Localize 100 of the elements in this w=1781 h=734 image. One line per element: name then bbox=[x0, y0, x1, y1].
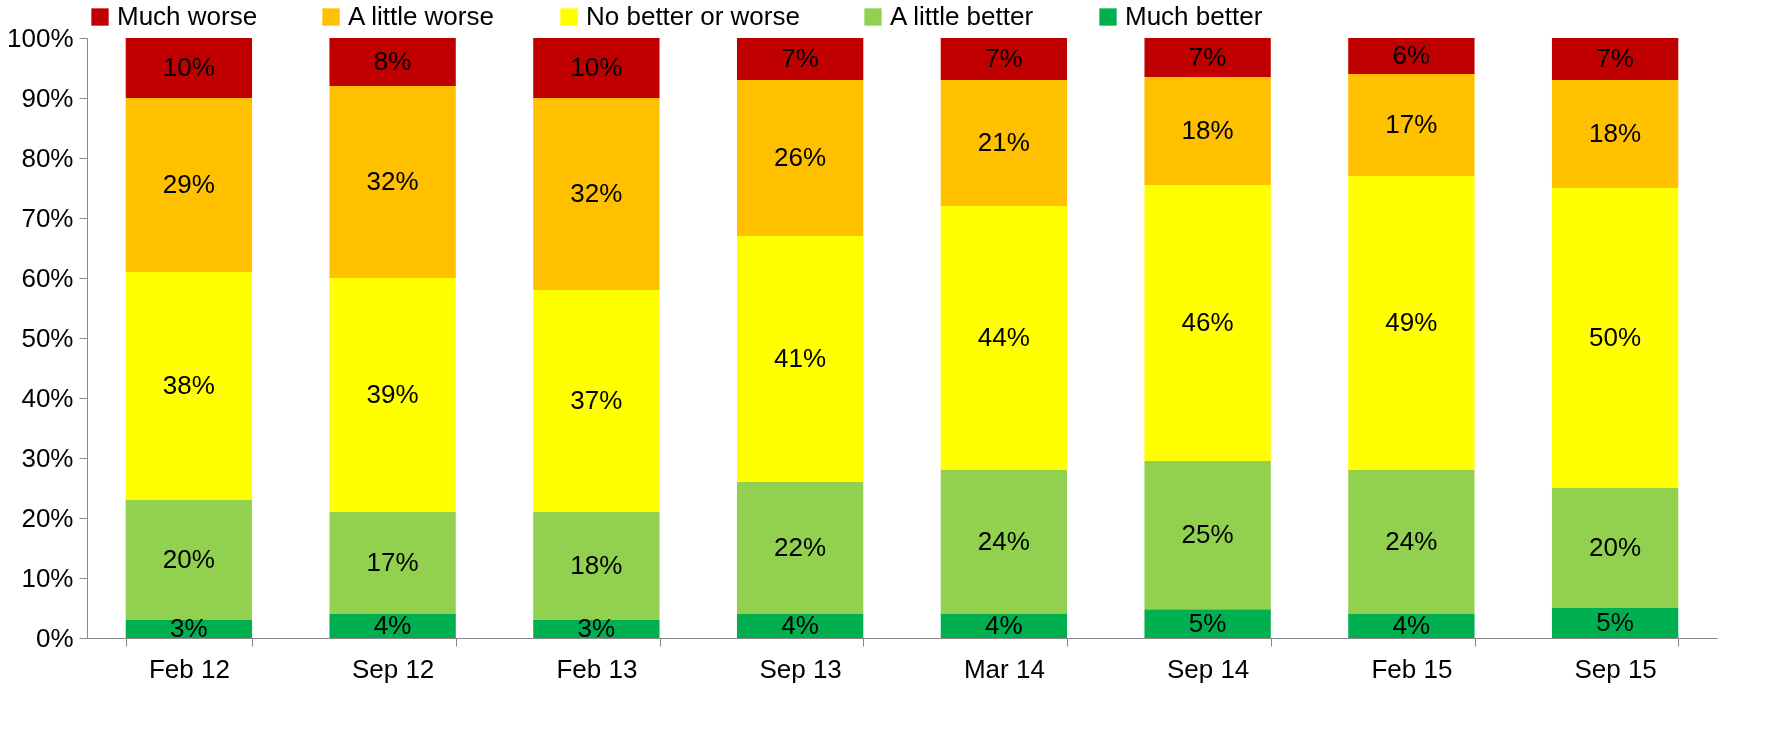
bar bbox=[329, 38, 456, 86]
bar bbox=[1551, 188, 1679, 488]
bar bbox=[329, 86, 456, 278]
data-label: 3% bbox=[170, 613, 208, 643]
y-tick-label: 50% bbox=[21, 322, 74, 353]
x-tick-label: Sep 14 bbox=[1166, 653, 1250, 684]
bar bbox=[329, 614, 456, 638]
y-tick-label: 60% bbox=[21, 262, 74, 293]
bar bbox=[736, 482, 864, 614]
y-tick-label: 80% bbox=[21, 142, 74, 173]
data-label: 6% bbox=[1392, 40, 1431, 70]
data-label: 4% bbox=[373, 610, 412, 640]
bar bbox=[940, 470, 1068, 614]
data-label: 7% bbox=[1596, 43, 1634, 73]
data-label: 10% bbox=[162, 52, 215, 82]
bar bbox=[533, 512, 660, 620]
data-label: 18% bbox=[1181, 115, 1234, 145]
legend-label: Much worse bbox=[117, 1, 258, 31]
bar bbox=[940, 38, 1068, 80]
data-label: 8% bbox=[373, 46, 412, 76]
data-label: 7% bbox=[781, 43, 819, 73]
data-label: 22% bbox=[774, 532, 827, 562]
x-tick-label: Sep 12 bbox=[351, 653, 435, 684]
bar bbox=[1551, 488, 1679, 608]
data-label: 4% bbox=[985, 610, 1023, 640]
y-tick-label: 40% bbox=[21, 382, 74, 413]
data-label: 25% bbox=[1181, 519, 1234, 550]
data-label: 44% bbox=[977, 322, 1030, 352]
bar bbox=[1144, 461, 1271, 610]
y-tick-label: 70% bbox=[21, 202, 74, 233]
data-label: 41% bbox=[774, 343, 827, 373]
data-label: 26% bbox=[774, 142, 827, 172]
y-tick-label: 0% bbox=[35, 622, 74, 653]
data-label: 18% bbox=[570, 550, 623, 580]
data-label: 10% bbox=[570, 52, 623, 82]
data-label: 5% bbox=[1596, 607, 1634, 637]
bar bbox=[1144, 609, 1271, 638]
data-label: 24% bbox=[1385, 526, 1438, 556]
bar bbox=[125, 98, 253, 272]
bar bbox=[329, 278, 456, 512]
bar bbox=[736, 80, 864, 236]
data-label: 4% bbox=[1392, 610, 1431, 640]
data-label: 29% bbox=[162, 169, 215, 199]
data-label: 7% bbox=[985, 43, 1023, 73]
legend-label: Much better bbox=[1125, 1, 1263, 31]
data-label: 37% bbox=[570, 385, 623, 415]
bar bbox=[1348, 470, 1475, 614]
bar bbox=[1348, 38, 1475, 74]
data-label: 38% bbox=[162, 370, 215, 400]
bar bbox=[1348, 176, 1475, 470]
data-label: 3% bbox=[577, 613, 616, 643]
x-tick-label: Sep 15 bbox=[1574, 653, 1657, 684]
y-tick-label: 100% bbox=[7, 22, 74, 53]
bar bbox=[1551, 80, 1679, 188]
data-label: 20% bbox=[162, 544, 215, 574]
data-label: 4% bbox=[781, 610, 819, 640]
data-label: 7% bbox=[1188, 41, 1227, 72]
bar bbox=[533, 290, 660, 512]
y-tick-label: 10% bbox=[21, 562, 74, 593]
bar bbox=[1144, 38, 1271, 77]
data-label: 46% bbox=[1181, 307, 1234, 337]
legend-label: A little better bbox=[890, 1, 1034, 31]
y-tick-label: 30% bbox=[21, 442, 74, 473]
x-tick-label: Feb 13 bbox=[556, 653, 638, 684]
bar bbox=[125, 272, 253, 500]
bar bbox=[533, 38, 660, 98]
bar bbox=[1144, 185, 1271, 461]
data-label: 32% bbox=[366, 166, 419, 196]
legend-label: No better or worse bbox=[586, 1, 800, 31]
data-label: 20% bbox=[1589, 532, 1642, 562]
data-label: 32% bbox=[570, 178, 623, 208]
bar bbox=[736, 236, 864, 482]
data-label: 24% bbox=[977, 526, 1030, 556]
data-label: 5% bbox=[1188, 607, 1227, 638]
bar bbox=[1551, 38, 1679, 80]
bar bbox=[940, 80, 1068, 206]
data-label: 18% bbox=[1589, 118, 1642, 148]
bar bbox=[1348, 74, 1475, 176]
x-tick-label: Sep 13 bbox=[759, 653, 842, 684]
bar bbox=[1144, 77, 1271, 185]
data-label: 21% bbox=[977, 127, 1030, 157]
y-tick-label: 20% bbox=[21, 502, 74, 533]
bar bbox=[940, 206, 1068, 470]
data-label: 50% bbox=[1589, 322, 1642, 352]
y-tick-label: 90% bbox=[21, 82, 74, 113]
legend-label: A little worse bbox=[348, 1, 494, 31]
x-tick-label: Mar 14 bbox=[963, 653, 1045, 684]
bar bbox=[736, 38, 864, 80]
bar bbox=[125, 38, 253, 98]
x-tick-label: Feb 12 bbox=[148, 653, 230, 684]
bar bbox=[533, 98, 660, 290]
data-label: 49% bbox=[1385, 307, 1438, 337]
data-label: 17% bbox=[366, 547, 419, 577]
bar bbox=[1551, 608, 1679, 638]
x-tick-label: Feb 15 bbox=[1371, 653, 1453, 684]
data-label: 17% bbox=[1385, 109, 1438, 139]
bar bbox=[125, 500, 253, 620]
bar bbox=[1348, 614, 1475, 638]
bar bbox=[329, 512, 456, 614]
data-label: 39% bbox=[366, 379, 419, 409]
